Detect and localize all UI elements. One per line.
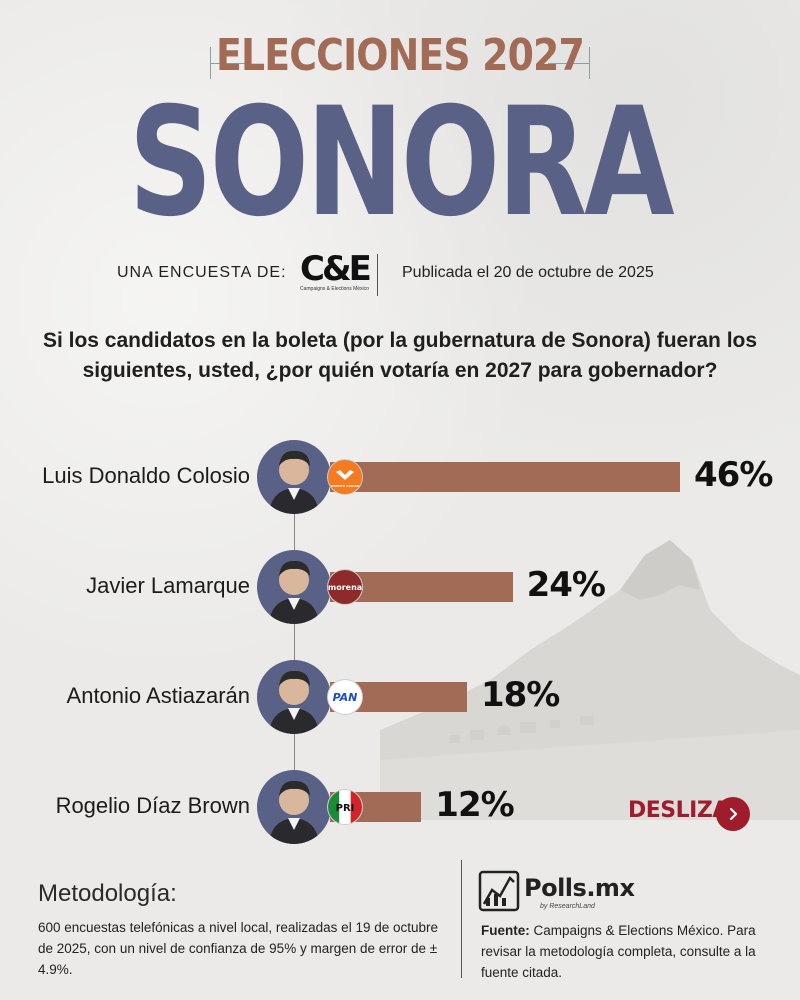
candidate-name: Antonio Astiazarán xyxy=(66,683,250,708)
ce-logo-subtitle: Campaigns & Elections México xyxy=(300,286,369,292)
footer-divider xyxy=(461,860,462,978)
candidate-photo xyxy=(257,660,331,734)
candidate-name: Rogelio Díaz Brown xyxy=(55,793,250,818)
source-text: Campaigns & Elections México. Para revis… xyxy=(481,923,756,980)
source-label: Fuente: xyxy=(481,923,530,938)
svg-text:PRI: PRI xyxy=(336,803,355,814)
vote-percentage: 24% xyxy=(526,565,606,605)
methodology-text: 600 encuestas telefónicas a nivel local,… xyxy=(38,920,439,977)
publication-date: Publicada el 20 de octubre de 2025 xyxy=(402,264,654,281)
candidate-photo xyxy=(257,550,331,624)
polls-brand-byline: by ResearchLand xyxy=(540,903,595,910)
vote-percentage: 46% xyxy=(694,455,773,495)
next-arrow-button[interactable] xyxy=(716,797,750,831)
candidate-connector-line xyxy=(294,477,295,807)
pan-logo-icon: PAN xyxy=(328,680,362,714)
candidate-name: Luis Donaldo Colosio xyxy=(42,463,250,488)
methodology-title: Metodología: xyxy=(38,880,177,907)
candidate-photo xyxy=(257,440,331,514)
ce-logo-mark: C&E xyxy=(300,249,372,289)
background-landscape xyxy=(380,540,800,820)
survey-label: UNA ENCUESTA DE: xyxy=(117,264,287,281)
movimiento-ciudadano-logo-icon: MOVIMIENTO CIUDADANO xyxy=(328,460,362,494)
vote-percentage: 18% xyxy=(480,675,560,715)
vote-percentage: 12% xyxy=(435,785,514,825)
survey-attribution: UNA ENCUESTA DE: C&E Campaigns & Electio… xyxy=(0,252,800,298)
header-rule-left xyxy=(210,63,250,64)
title-sonora: SONORA xyxy=(128,76,674,250)
header-tick xyxy=(210,47,211,79)
vote-bar xyxy=(330,462,680,492)
svg-text:MOVIMIENTO CIUDADANO: MOVIMIENTO CIUDADANO xyxy=(328,484,362,488)
pri-logo-icon: PRI xyxy=(328,790,362,824)
title-elecciones: ELECCIONES 2027 xyxy=(216,30,585,81)
survey-question: Si los candidatos en la boleta (por la g… xyxy=(42,329,758,382)
polls-logo-icon xyxy=(478,870,520,912)
party-label: morena xyxy=(328,582,362,592)
morena-logo-icon: morena xyxy=(328,570,362,604)
header-rule-right xyxy=(548,63,590,64)
party-label: PAN xyxy=(332,690,358,704)
desliza-label[interactable]: DESLIZA xyxy=(628,798,729,823)
candidate-name: Javier Lamarque xyxy=(86,573,250,598)
polls-brand-name: Polls.mx xyxy=(524,874,635,902)
candidate-photo xyxy=(257,770,331,844)
source-note: Fuente: Campaigns & Elections México. Pa… xyxy=(481,920,781,983)
ce-logo: C&E Campaigns & Elections México xyxy=(300,249,372,298)
vote-chart: MOVIMIENTO CIUDADANO Luis Donaldo Colosio… xyxy=(0,430,800,860)
header-tick xyxy=(589,47,590,79)
survey-divider xyxy=(377,254,378,296)
chevron-right-icon xyxy=(729,807,738,821)
